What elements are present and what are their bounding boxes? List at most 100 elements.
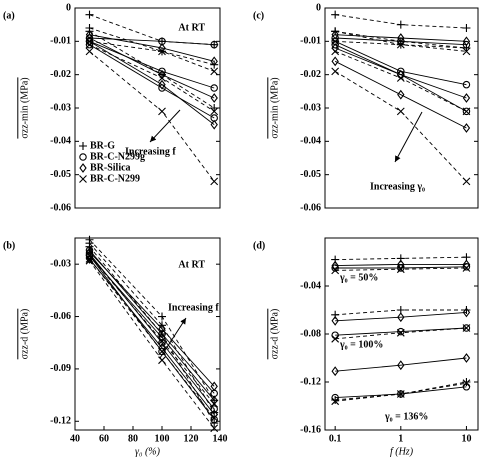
marker-plus — [462, 378, 471, 386]
marker-cross — [331, 47, 340, 56]
y-axis-label: σzz-min (MPa) — [269, 77, 280, 138]
marker-cross — [331, 67, 340, 76]
legend-symbol — [79, 153, 87, 161]
legend-label: BR-G — [90, 140, 115, 151]
marker-cross — [210, 424, 219, 433]
y-tick-label: -0.03 — [50, 102, 71, 113]
annotation: γ₀ = 136% — [384, 411, 428, 422]
legend-entry: BR-G — [79, 140, 115, 151]
y-tick-label: -0.06 — [300, 202, 321, 213]
legend-symbol — [79, 142, 87, 150]
y-tick-label: -0.12 — [50, 416, 71, 427]
series-line — [89, 37, 215, 99]
marker-diamond — [462, 123, 471, 133]
series-line — [89, 37, 215, 46]
marker-cross — [462, 324, 471, 332]
marker-diamond — [331, 29, 339, 40]
y-tick-label: -0.03 — [50, 258, 71, 269]
marker-circle — [210, 40, 218, 49]
marker-circle — [158, 338, 166, 347]
panel: (a) σzz-min (MPa) 0 -0.01 -0.02 -0.03 -0.04 -0.… — [3, 2, 221, 213]
marker-circle — [210, 405, 218, 413]
marker-cross — [158, 107, 166, 116]
y-tick-label: -0.02 — [50, 69, 71, 80]
series-line — [89, 260, 215, 429]
marker-cross — [85, 40, 94, 49]
series-line — [89, 258, 215, 419]
marker-cross — [210, 107, 219, 116]
y-tick-label: -0.04 — [300, 280, 321, 291]
marker-plus — [396, 20, 405, 29]
y-tick-label: -0.03 — [300, 102, 321, 113]
y-axis-label: σzz-d (MPa) — [19, 309, 30, 360]
marker-circle — [462, 263, 471, 271]
x-tick-label: 60 — [99, 433, 109, 444]
marker-cross — [331, 266, 340, 275]
legend-label: BR-Silica — [90, 162, 131, 173]
y-tick-label: -0.16 — [300, 424, 321, 435]
marker-cross — [158, 347, 166, 356]
y-tick-label: -0.01 — [50, 36, 71, 47]
marker-plus — [85, 10, 94, 19]
marker-diamond — [210, 381, 218, 392]
marker-plus — [158, 312, 166, 321]
panel-label: (d) — [253, 240, 265, 251]
panel: (c) σzz-min (MPa) 0 -0.01 -0.02 -0.03 -0.04 -0.… — [253, 2, 479, 213]
marker-diamond — [158, 79, 166, 90]
series-line — [89, 255, 215, 420]
panel-label: (a) — [3, 10, 15, 21]
series-line — [335, 34, 467, 42]
marker-diamond — [331, 366, 339, 377]
marker-circle — [331, 264, 339, 272]
y-tick-label: -0.12 — [300, 376, 321, 387]
series-line — [335, 327, 467, 336]
marker-cross — [396, 328, 405, 337]
x-tick-label: 40 — [70, 433, 80, 444]
marker-cross — [210, 399, 219, 408]
marker-circle — [462, 80, 471, 89]
series-line — [89, 27, 215, 66]
annotation: γ₀ = 100% — [339, 339, 383, 350]
annotation: Increasing γ₀ — [370, 181, 425, 192]
marker-cross — [462, 264, 471, 272]
x-tick-label: 140 — [213, 433, 228, 444]
y-tick-label: 0 — [66, 2, 71, 13]
annotation: γ₀ = 50% — [339, 272, 378, 283]
legend-marker — [79, 142, 87, 150]
y-tick-label: -0.06 — [50, 311, 71, 322]
marker-diamond — [331, 260, 339, 271]
series-line — [334, 60, 467, 129]
x-tick-label: 10 — [461, 433, 471, 444]
series-line — [335, 357, 467, 372]
marker-circle — [210, 415, 218, 424]
x-tick-label: 0.1 — [329, 433, 342, 444]
arrow — [159, 317, 187, 359]
panel-label: (b) — [3, 240, 15, 251]
marker-diamond — [462, 307, 471, 318]
marker-cross — [85, 256, 94, 265]
marker-plus — [331, 10, 340, 19]
marker-diamond — [210, 93, 218, 103]
legend-entry: BR-C-N299 — [79, 173, 140, 184]
x-tick-label: 100 — [155, 433, 170, 444]
x-tick-label: 1 — [398, 433, 403, 444]
y-axis-label: σzz-min (MPa) — [19, 77, 30, 138]
legend-label: BR-C-N299g — [90, 151, 145, 162]
series-line — [334, 50, 467, 112]
marker-circle — [462, 107, 471, 116]
marker-diamond — [397, 312, 405, 323]
marker-circle — [397, 390, 405, 398]
marker-diamond — [462, 353, 471, 363]
plot-frame — [74, 237, 221, 431]
marker-cross — [331, 397, 340, 406]
series-line — [334, 47, 467, 99]
marker-diamond — [210, 56, 218, 67]
y-tick-label: -0.05 — [300, 169, 321, 180]
legend-entry: BR-Silica — [79, 162, 131, 173]
marker-cross — [331, 37, 340, 46]
series-line — [89, 44, 215, 112]
marker-diamond — [397, 33, 405, 43]
marker-cross — [210, 67, 219, 76]
y-tick-label: -0.08 — [300, 328, 321, 339]
